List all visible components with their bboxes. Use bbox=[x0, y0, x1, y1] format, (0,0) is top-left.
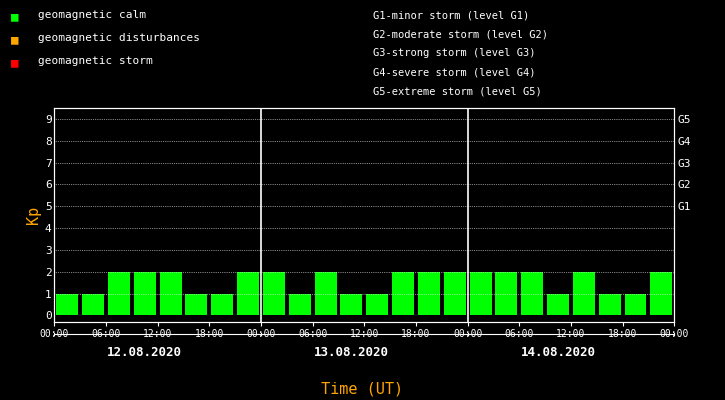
Text: ■: ■ bbox=[11, 33, 18, 46]
Bar bbox=[418, 272, 440, 316]
Bar bbox=[366, 294, 388, 316]
Text: G4-severe storm (level G4): G4-severe storm (level G4) bbox=[373, 68, 536, 78]
Bar bbox=[237, 272, 259, 316]
Bar bbox=[392, 272, 414, 316]
Text: G3-strong storm (level G3): G3-strong storm (level G3) bbox=[373, 48, 536, 58]
Text: geomagnetic disturbances: geomagnetic disturbances bbox=[38, 33, 199, 43]
Bar bbox=[495, 272, 518, 316]
Bar bbox=[289, 294, 311, 316]
Bar bbox=[547, 294, 569, 316]
Bar bbox=[108, 272, 130, 316]
Bar bbox=[263, 272, 285, 316]
Text: geomagnetic storm: geomagnetic storm bbox=[38, 56, 152, 66]
Text: 14.08.2020: 14.08.2020 bbox=[521, 346, 595, 359]
Bar bbox=[341, 294, 362, 316]
Text: G5-extreme storm (level G5): G5-extreme storm (level G5) bbox=[373, 87, 542, 97]
Text: geomagnetic calm: geomagnetic calm bbox=[38, 10, 146, 20]
Bar bbox=[444, 272, 465, 316]
Bar bbox=[211, 294, 233, 316]
Bar bbox=[573, 272, 594, 316]
Text: 13.08.2020: 13.08.2020 bbox=[314, 346, 389, 359]
Text: G2-moderate storm (level G2): G2-moderate storm (level G2) bbox=[373, 29, 548, 39]
Text: ■: ■ bbox=[11, 56, 18, 69]
Bar bbox=[599, 294, 621, 316]
Text: Time (UT): Time (UT) bbox=[321, 381, 404, 396]
Bar bbox=[160, 272, 181, 316]
Bar bbox=[134, 272, 156, 316]
Bar bbox=[470, 272, 492, 316]
Text: G1-minor storm (level G1): G1-minor storm (level G1) bbox=[373, 10, 530, 20]
Bar bbox=[521, 272, 543, 316]
Y-axis label: Kp: Kp bbox=[25, 206, 41, 224]
Bar bbox=[315, 272, 336, 316]
Text: ■: ■ bbox=[11, 10, 18, 23]
Bar bbox=[650, 272, 672, 316]
Bar bbox=[82, 294, 104, 316]
Bar bbox=[624, 294, 647, 316]
Bar bbox=[57, 294, 78, 316]
Text: 12.08.2020: 12.08.2020 bbox=[107, 346, 182, 359]
Bar bbox=[186, 294, 207, 316]
